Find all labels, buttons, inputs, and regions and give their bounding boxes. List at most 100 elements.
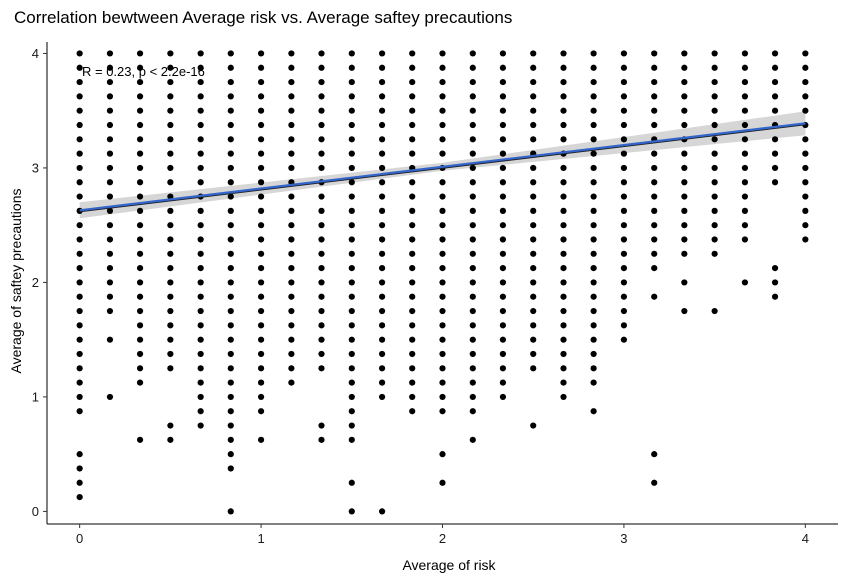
data-point: [288, 350, 295, 358]
data-point: [257, 121, 265, 129]
data-point: [530, 193, 537, 200]
data-point: [711, 64, 718, 71]
data-point: [348, 136, 355, 143]
data-point: [590, 408, 597, 415]
data-point: [469, 408, 476, 415]
data-point: [409, 136, 416, 143]
data-point: [590, 307, 597, 315]
data-point: [620, 279, 628, 286]
data-point: [257, 136, 265, 143]
data-point: [136, 78, 144, 86]
data-point: [681, 250, 688, 257]
data-point: [288, 379, 295, 386]
data-point: [167, 250, 174, 257]
data-point: [76, 121, 83, 129]
data-point: [348, 265, 355, 272]
data-point: [106, 193, 114, 200]
data-point: [409, 379, 416, 386]
data-point: [681, 93, 688, 100]
data-point: [530, 93, 537, 100]
data-point: [76, 307, 83, 315]
data-point: [590, 336, 597, 343]
data-point: [76, 179, 83, 186]
data-point: [802, 193, 809, 200]
data-point: [711, 107, 718, 114]
data-point: [76, 136, 83, 143]
data-point: [106, 179, 114, 186]
data-point: [469, 279, 476, 286]
data-point: [76, 451, 83, 458]
data-point: [681, 179, 688, 186]
data-point: [711, 150, 718, 157]
data-point: [167, 336, 174, 343]
data-point: [348, 293, 355, 300]
data-point: [106, 64, 114, 71]
data-point: [76, 479, 83, 486]
data-point: [560, 121, 567, 129]
data-point: [651, 293, 658, 300]
data-point: [76, 322, 83, 329]
data-point: [106, 393, 114, 401]
data-point: [378, 193, 386, 200]
data-point: [499, 279, 507, 286]
data-point: [741, 236, 749, 243]
data-point: [439, 236, 446, 243]
data-point: [197, 93, 204, 100]
data-point: [771, 78, 779, 86]
data-point: [560, 179, 567, 186]
data-point: [771, 150, 779, 157]
data-point: [439, 136, 446, 143]
data-point: [741, 64, 749, 71]
data-point: [318, 250, 325, 257]
data-point: [651, 150, 658, 157]
data-point: [106, 136, 114, 143]
data-point: [227, 436, 234, 443]
data-point: [318, 307, 325, 315]
data-point: [469, 50, 476, 57]
data-point: [409, 222, 416, 229]
data-point: [227, 293, 234, 300]
ticks: 0 1 2 3 4 0 1 2 3 4: [32, 46, 809, 546]
data-points: [76, 50, 809, 515]
data-point: [560, 379, 567, 386]
data-point: [409, 150, 416, 157]
data-point: [257, 250, 265, 257]
data-point: [106, 121, 114, 129]
data-point: [560, 136, 567, 143]
data-point: [590, 236, 597, 243]
data-point: [681, 64, 688, 71]
data-point: [530, 322, 537, 329]
data-point: [409, 350, 416, 358]
data-point: [802, 64, 809, 71]
data-point: [651, 479, 658, 486]
data-point: [771, 107, 779, 114]
data-point: [439, 408, 446, 415]
data-point: [439, 336, 446, 343]
data-point: [620, 222, 628, 229]
data-point: [681, 207, 688, 214]
data-point: [348, 64, 355, 71]
data-point: [499, 50, 507, 57]
data-point: [227, 207, 234, 214]
data-point: [530, 50, 537, 57]
data-point: [197, 164, 204, 172]
data-point: [741, 222, 749, 229]
data-point: [197, 207, 204, 214]
data-point: [620, 236, 628, 243]
data-point: [802, 179, 809, 186]
correlation-annotation: R = 0.23, p < 2.2e-16: [82, 64, 205, 79]
data-point: [499, 179, 507, 186]
data-point: [530, 250, 537, 257]
data-point: [288, 164, 295, 172]
data-point: [197, 121, 204, 129]
data-point: [227, 393, 234, 401]
data-point: [167, 222, 174, 229]
data-point: [439, 279, 446, 286]
data-point: [167, 150, 174, 157]
data-point: [227, 78, 234, 86]
data-point: [106, 293, 114, 300]
data-point: [348, 78, 355, 86]
data-point: [651, 222, 658, 229]
data-point: [469, 393, 476, 401]
data-point: [348, 193, 355, 200]
